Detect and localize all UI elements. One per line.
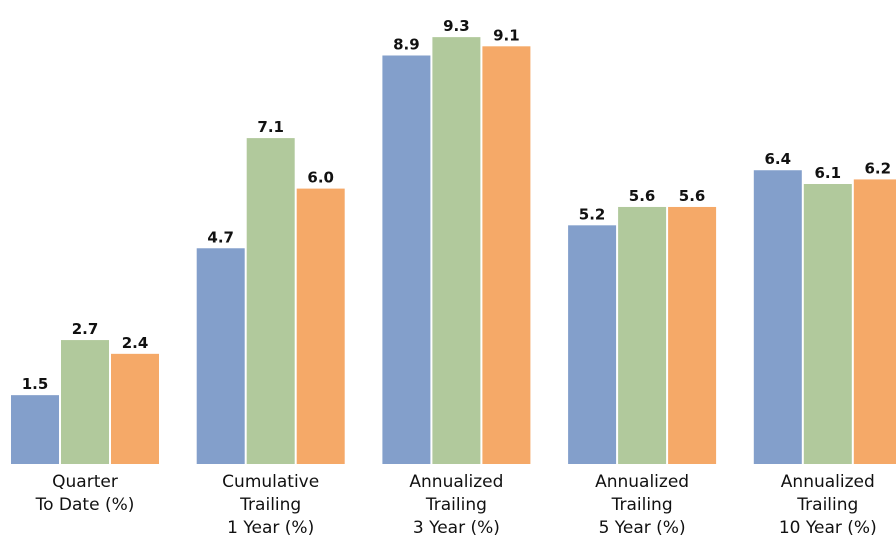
bar bbox=[382, 55, 431, 465]
category-label: Trailing bbox=[425, 495, 487, 515]
category-label-layer: Quarter To Date (%) Cumulative Trailing 1 Ye… bbox=[35, 472, 877, 538]
bar-value-label: 4.7 bbox=[207, 228, 234, 246]
bar bbox=[196, 248, 245, 464]
bar-value-label: 5.6 bbox=[629, 187, 656, 205]
category-label: Annualized bbox=[595, 472, 689, 492]
bar-value-label: 9.3 bbox=[443, 17, 470, 35]
bar-value-label: 6.2 bbox=[865, 159, 892, 177]
bar bbox=[432, 37, 481, 464]
bar bbox=[111, 353, 159, 464]
bar bbox=[853, 179, 896, 465]
category-label: 5 Year (%) bbox=[599, 518, 686, 538]
bar-value-label: 6.0 bbox=[307, 169, 334, 187]
bar-layer bbox=[11, 37, 896, 465]
category-label: Annualized bbox=[781, 472, 875, 492]
bar-value-label: 9.1 bbox=[493, 26, 520, 44]
category-label: Trailing bbox=[239, 495, 301, 515]
bar-value-label: 2.4 bbox=[122, 334, 149, 352]
category-label: Cumulative bbox=[222, 472, 319, 492]
bar-value-label: 5.2 bbox=[579, 205, 606, 223]
category-label: Quarter bbox=[52, 472, 118, 492]
bar bbox=[61, 340, 109, 464]
bar bbox=[11, 395, 59, 464]
bar bbox=[296, 188, 345, 464]
category-label: To Date (%) bbox=[35, 495, 135, 515]
bar-value-label: 5.6 bbox=[679, 187, 706, 205]
bar bbox=[753, 170, 802, 465]
value-label-layer: 1.5 4.7 8.9 5.2 6.4 2.7 7.1 9.3 5.6 6.1 2.4 6.0 9.1 5… bbox=[22, 17, 891, 393]
bar-value-label: 7.1 bbox=[257, 118, 284, 136]
bar bbox=[618, 206, 667, 464]
category-label: Annualized bbox=[409, 472, 503, 492]
category-label: 1 Year (%) bbox=[227, 518, 314, 538]
category-label: 10 Year (%) bbox=[779, 518, 877, 538]
bar bbox=[482, 46, 531, 465]
bar bbox=[803, 184, 852, 464]
category-label: Trailing bbox=[611, 495, 673, 515]
category-label: Trailing bbox=[796, 495, 858, 515]
bar-value-label: 2.7 bbox=[72, 320, 99, 338]
bar-value-label: 8.9 bbox=[393, 35, 420, 53]
bar-value-label: 6.1 bbox=[815, 164, 842, 182]
bar bbox=[246, 138, 295, 465]
bar bbox=[668, 206, 717, 464]
bar-value-label: 1.5 bbox=[22, 375, 49, 393]
category-label: 3 Year (%) bbox=[413, 518, 500, 538]
bar-value-label: 6.4 bbox=[765, 150, 792, 168]
bar bbox=[568, 225, 617, 464]
